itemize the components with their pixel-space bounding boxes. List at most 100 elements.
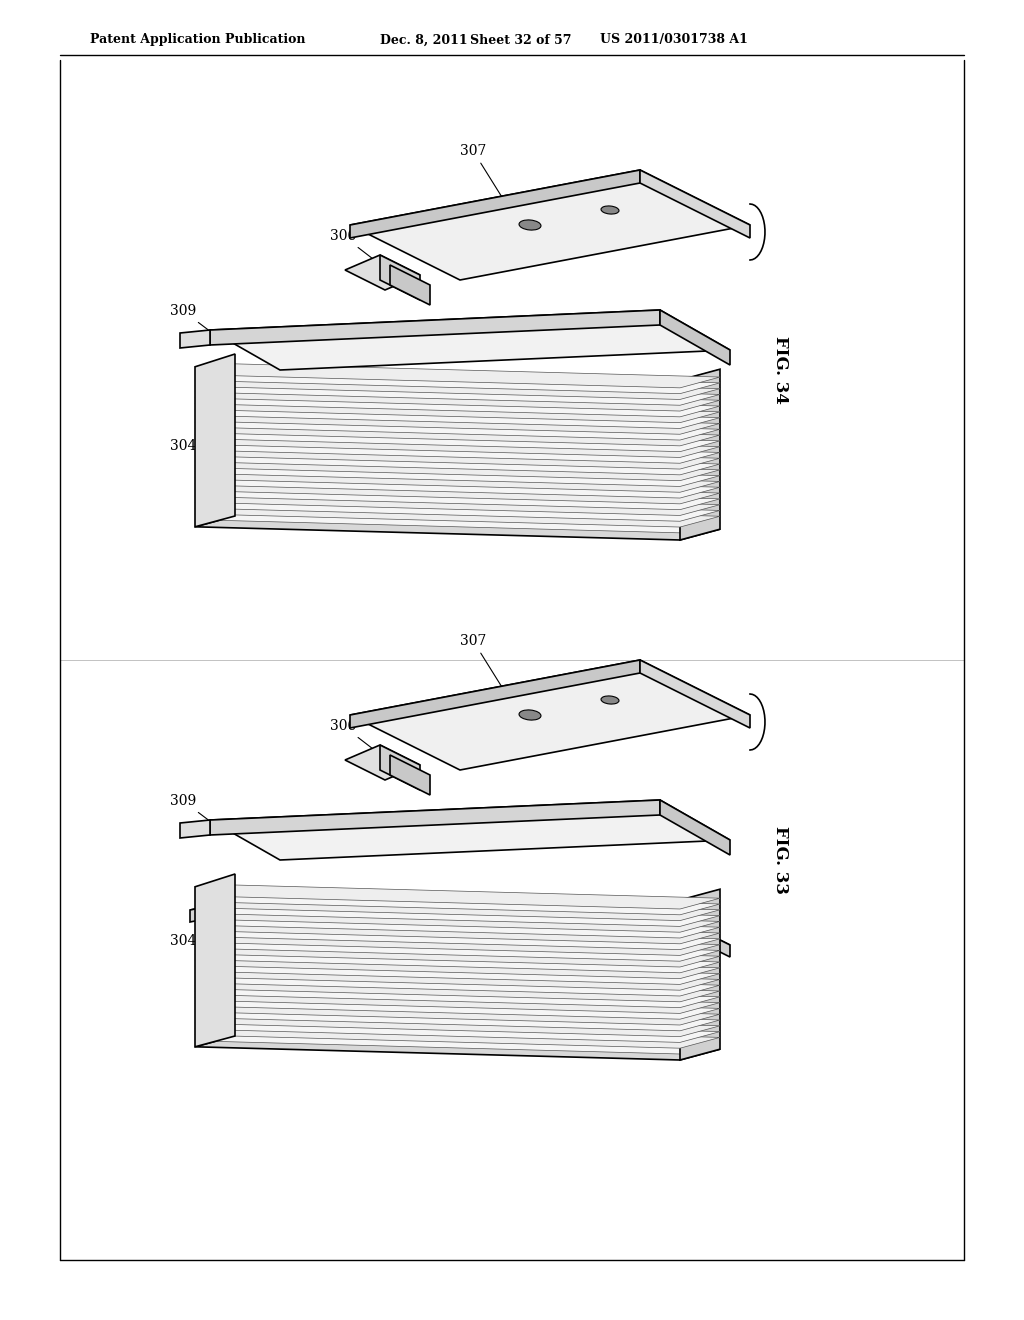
Polygon shape (195, 416, 720, 440)
Polygon shape (195, 411, 720, 434)
Polygon shape (210, 310, 730, 370)
Polygon shape (195, 1019, 720, 1043)
Polygon shape (180, 330, 210, 348)
Polygon shape (210, 800, 730, 861)
Polygon shape (350, 660, 750, 770)
Polygon shape (350, 660, 640, 729)
Text: 309: 309 (170, 304, 213, 334)
Polygon shape (660, 800, 730, 855)
Polygon shape (195, 393, 720, 417)
Polygon shape (380, 744, 420, 789)
Polygon shape (680, 890, 720, 1060)
Polygon shape (195, 978, 720, 1002)
Polygon shape (195, 469, 720, 492)
Polygon shape (195, 937, 720, 961)
Polygon shape (195, 508, 720, 533)
Text: 305: 305 (623, 904, 686, 917)
Polygon shape (195, 422, 720, 446)
Polygon shape (195, 498, 720, 521)
Polygon shape (195, 949, 720, 973)
Polygon shape (195, 966, 720, 990)
Polygon shape (195, 972, 720, 997)
Polygon shape (195, 516, 720, 540)
Polygon shape (195, 364, 720, 388)
Polygon shape (195, 908, 720, 932)
Polygon shape (195, 925, 720, 949)
Text: 307: 307 (460, 634, 509, 698)
Polygon shape (660, 909, 730, 957)
Text: Patent Application Publication: Patent Application Publication (90, 33, 305, 46)
Polygon shape (195, 1036, 720, 1060)
Polygon shape (195, 884, 720, 909)
Polygon shape (680, 370, 720, 540)
Polygon shape (195, 354, 234, 527)
Polygon shape (195, 891, 720, 915)
Polygon shape (640, 170, 750, 238)
Polygon shape (190, 906, 215, 921)
Polygon shape (195, 428, 720, 451)
Polygon shape (195, 983, 720, 1007)
Polygon shape (190, 906, 660, 931)
Polygon shape (195, 440, 720, 463)
Polygon shape (350, 170, 640, 238)
Polygon shape (180, 820, 210, 838)
Polygon shape (195, 1001, 720, 1026)
Polygon shape (390, 755, 430, 795)
Ellipse shape (519, 710, 541, 721)
Polygon shape (195, 375, 720, 400)
Polygon shape (640, 660, 750, 729)
Polygon shape (195, 903, 720, 927)
Polygon shape (195, 874, 234, 1047)
Text: US 2011/0301738 A1: US 2011/0301738 A1 (600, 33, 748, 46)
Polygon shape (380, 255, 420, 300)
Polygon shape (195, 474, 720, 498)
Polygon shape (195, 942, 720, 968)
Polygon shape (195, 370, 720, 393)
Polygon shape (210, 800, 660, 836)
Polygon shape (195, 404, 720, 429)
Polygon shape (195, 457, 720, 480)
Polygon shape (345, 744, 420, 780)
Polygon shape (215, 890, 285, 937)
Polygon shape (195, 995, 720, 1019)
Polygon shape (195, 387, 720, 411)
Text: 304: 304 (170, 440, 212, 453)
Polygon shape (210, 310, 660, 345)
Text: 304: 304 (170, 935, 212, 949)
Ellipse shape (519, 220, 541, 230)
Polygon shape (195, 451, 720, 475)
Polygon shape (195, 920, 720, 944)
Polygon shape (195, 961, 720, 985)
Polygon shape (195, 381, 720, 405)
Polygon shape (195, 1030, 720, 1053)
Polygon shape (195, 462, 720, 487)
Polygon shape (195, 480, 720, 504)
Text: K: K (200, 1020, 238, 1035)
Polygon shape (195, 990, 720, 1014)
Text: Sheet 32 of 57: Sheet 32 of 57 (470, 33, 571, 46)
Polygon shape (195, 503, 720, 527)
Text: FIG. 34: FIG. 34 (771, 337, 788, 404)
Polygon shape (660, 310, 730, 366)
Text: 306: 306 (330, 719, 388, 760)
Text: FIG. 33: FIG. 33 (771, 826, 788, 894)
Polygon shape (195, 399, 720, 422)
Polygon shape (345, 255, 420, 290)
Polygon shape (350, 170, 750, 280)
Text: 306: 306 (330, 228, 388, 271)
Polygon shape (195, 1012, 720, 1036)
Text: 307: 307 (460, 144, 509, 207)
Text: K: K (195, 510, 232, 523)
Polygon shape (195, 491, 720, 515)
Polygon shape (195, 913, 720, 939)
Polygon shape (195, 1024, 720, 1048)
Text: 308: 308 (280, 935, 328, 950)
Polygon shape (195, 896, 720, 920)
Polygon shape (195, 954, 720, 978)
Polygon shape (195, 1007, 720, 1031)
Polygon shape (195, 486, 720, 510)
Polygon shape (215, 890, 730, 945)
Ellipse shape (601, 696, 618, 704)
Polygon shape (390, 265, 430, 305)
Polygon shape (195, 932, 720, 956)
